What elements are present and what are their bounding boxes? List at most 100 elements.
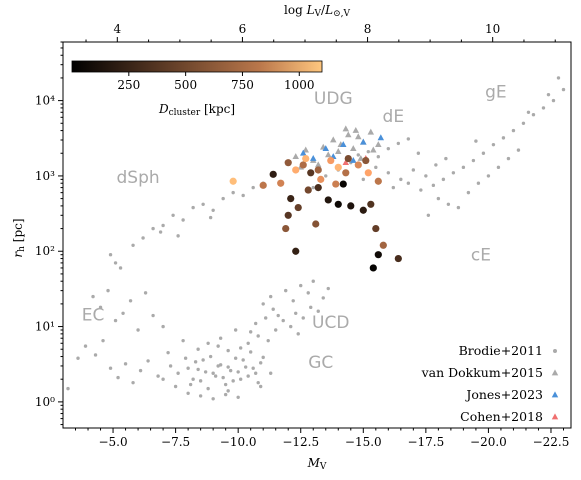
cluster-point bbox=[369, 264, 377, 272]
cluster-point bbox=[292, 166, 300, 174]
cluster-point bbox=[269, 170, 277, 178]
brodie-point bbox=[516, 148, 521, 152]
region-label: UDG bbox=[314, 89, 353, 109]
brodie-point bbox=[269, 371, 273, 375]
brodie-point bbox=[201, 358, 205, 362]
region-label: GC bbox=[308, 353, 333, 373]
jones-2023-point bbox=[299, 149, 307, 156]
brodie-point bbox=[121, 311, 125, 315]
brodie-point bbox=[431, 183, 436, 188]
brodie-point bbox=[258, 384, 263, 389]
brodie-point bbox=[309, 305, 313, 310]
jones-2023-point bbox=[350, 156, 357, 163]
x-axis-label: MV bbox=[307, 456, 327, 472]
brodie-point bbox=[198, 379, 203, 383]
brodie-point bbox=[146, 359, 150, 363]
van-dokkum-2015-point bbox=[355, 133, 362, 140]
brodie-point bbox=[281, 318, 285, 323]
region-label: dE bbox=[383, 107, 405, 127]
brodie-point bbox=[326, 286, 330, 291]
cluster-point bbox=[394, 254, 402, 263]
region-label: UCD bbox=[312, 313, 349, 333]
brodie-point bbox=[258, 361, 263, 365]
brodie-point bbox=[176, 371, 180, 375]
top-x-tick-label: 4 bbox=[113, 22, 121, 36]
brodie-point bbox=[316, 309, 320, 313]
cluster-point bbox=[292, 247, 300, 255]
jones-2023-point bbox=[360, 138, 367, 145]
brodie-point bbox=[176, 234, 180, 238]
brodie-point bbox=[263, 316, 268, 320]
brodie-point bbox=[276, 313, 280, 318]
brodie-point bbox=[223, 392, 228, 397]
brodie-point bbox=[396, 141, 401, 146]
brodie-point bbox=[166, 350, 170, 355]
brodie-point bbox=[511, 128, 516, 133]
brodie-point bbox=[141, 236, 145, 240]
brodie-point bbox=[151, 313, 155, 318]
brodie-point bbox=[291, 299, 295, 303]
brodie-point bbox=[434, 163, 438, 167]
colorbar-tick-label: 1000 bbox=[284, 78, 315, 92]
brodie-point bbox=[228, 368, 233, 373]
brodie-point bbox=[491, 142, 496, 147]
brodie-point bbox=[113, 318, 118, 323]
x-tick-label: −20.0 bbox=[470, 435, 507, 449]
van-dokkum-2015-point bbox=[342, 125, 350, 132]
region-label: dSph bbox=[116, 168, 159, 188]
brodie-point bbox=[376, 155, 381, 159]
brodie-point bbox=[201, 202, 205, 207]
brodie-point bbox=[361, 177, 365, 182]
brodie-point bbox=[246, 341, 250, 345]
brodie-point bbox=[284, 288, 288, 293]
brodie-point bbox=[156, 374, 160, 378]
brodie-point bbox=[416, 151, 421, 155]
cluster-point bbox=[374, 177, 382, 185]
brodie-point bbox=[238, 377, 243, 381]
brodie-point bbox=[238, 346, 243, 350]
cluster-point bbox=[307, 169, 315, 177]
cluster-point bbox=[332, 180, 340, 188]
brodie-point bbox=[208, 215, 213, 220]
brodie-point bbox=[496, 165, 501, 170]
cluster-point bbox=[284, 159, 292, 167]
brodie-point bbox=[161, 324, 165, 329]
brodie-point bbox=[161, 377, 165, 381]
colorbar-label: Dcluster [kpc] bbox=[158, 102, 235, 118]
brodie-point bbox=[218, 336, 223, 340]
brodie-point bbox=[101, 338, 105, 343]
brodie-point bbox=[461, 165, 466, 170]
brodie-point bbox=[196, 347, 200, 351]
brodie-point bbox=[193, 360, 198, 364]
brodie-point bbox=[269, 294, 273, 299]
cluster-point bbox=[314, 166, 322, 174]
brodie-point bbox=[289, 324, 293, 329]
y-tick-label: 10⁰ bbox=[35, 395, 55, 409]
cluster-point bbox=[324, 196, 332, 204]
cluster-point bbox=[302, 154, 310, 163]
van-dokkum-2015-point bbox=[350, 145, 357, 152]
brodie-point bbox=[131, 243, 135, 247]
cluster-point bbox=[342, 169, 350, 177]
brodie-point bbox=[168, 364, 173, 368]
van-dokkum-2015-point bbox=[345, 131, 352, 138]
colorbar-ticks: 250 500 750 1000 bbox=[117, 72, 315, 92]
brodie-point bbox=[108, 366, 113, 370]
cluster-point bbox=[287, 194, 295, 203]
brodie-point bbox=[236, 395, 240, 400]
region-label: gE bbox=[485, 82, 507, 102]
brodie-point bbox=[486, 174, 491, 178]
brodie-point bbox=[471, 158, 476, 163]
brodie-point bbox=[556, 76, 561, 80]
brodie-point bbox=[116, 375, 120, 380]
brodie-point bbox=[241, 358, 245, 362]
brodie-point bbox=[444, 156, 448, 161]
brodie-point bbox=[253, 321, 258, 326]
brodie-point bbox=[93, 353, 98, 357]
brodie-point bbox=[233, 328, 238, 332]
cluster-point bbox=[364, 169, 372, 177]
brodie-point bbox=[481, 151, 486, 155]
brodie-point bbox=[98, 305, 103, 310]
cohen-2018-point bbox=[342, 159, 350, 166]
